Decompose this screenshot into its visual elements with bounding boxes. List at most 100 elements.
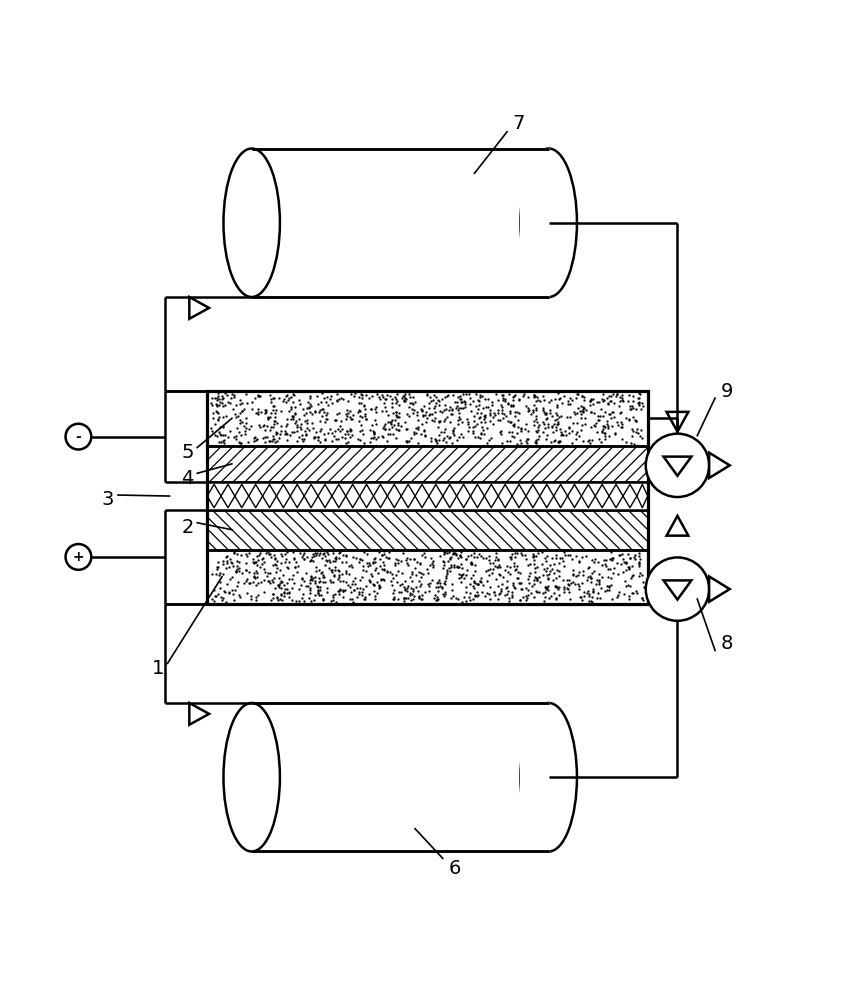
- Point: [257, 561, 271, 577]
- Point: [316, 591, 330, 607]
- Point: [208, 588, 222, 604]
- Point: [533, 428, 546, 444]
- Point: [610, 589, 624, 605]
- Point: [406, 591, 420, 607]
- Point: [631, 390, 645, 406]
- Point: [436, 586, 449, 602]
- Point: [540, 405, 553, 421]
- Point: [510, 436, 524, 452]
- Point: [584, 404, 598, 420]
- Point: [540, 411, 553, 427]
- Point: [621, 577, 635, 593]
- Point: [564, 409, 577, 425]
- Point: [359, 411, 373, 427]
- Point: [306, 553, 319, 569]
- Point: [610, 386, 624, 402]
- Point: [556, 427, 569, 443]
- Point: [207, 582, 221, 598]
- Point: [507, 558, 520, 574]
- Point: [623, 550, 636, 566]
- Point: [574, 406, 588, 422]
- Point: [360, 555, 373, 571]
- Point: [507, 389, 520, 405]
- Point: [293, 429, 306, 445]
- Point: [247, 430, 260, 446]
- Bar: [207, 510, 647, 550]
- Point: [615, 404, 628, 420]
- Point: [325, 425, 339, 441]
- Point: [258, 434, 271, 450]
- Point: [570, 424, 583, 440]
- Point: [417, 423, 431, 439]
- Point: [608, 395, 621, 411]
- Point: [220, 548, 234, 564]
- Point: [527, 556, 540, 572]
- Point: [415, 416, 428, 432]
- Point: [557, 579, 571, 595]
- Point: [545, 408, 559, 424]
- Point: [230, 561, 244, 577]
- Point: [498, 393, 512, 409]
- Point: [330, 392, 344, 408]
- Point: [254, 388, 267, 404]
- Point: [474, 405, 487, 421]
- Point: [518, 547, 532, 563]
- Point: [390, 393, 404, 409]
- Point: [377, 429, 390, 445]
- Point: [501, 573, 514, 589]
- Point: [454, 394, 468, 410]
- Point: [303, 396, 317, 412]
- Point: [384, 573, 398, 589]
- Point: [290, 423, 303, 439]
- Point: [492, 566, 506, 582]
- Point: [269, 424, 282, 440]
- Point: [431, 392, 444, 408]
- Point: [350, 550, 363, 566]
- Point: [304, 571, 318, 587]
- Point: [414, 569, 427, 585]
- Point: [314, 587, 328, 603]
- Point: [271, 577, 285, 593]
- Point: [263, 546, 277, 562]
- Point: [411, 404, 424, 420]
- Point: [339, 554, 352, 570]
- Point: [529, 548, 543, 564]
- Point: [309, 403, 322, 419]
- Point: [488, 558, 502, 574]
- Point: [272, 430, 286, 446]
- Point: [329, 594, 342, 610]
- Point: [298, 545, 311, 561]
- Point: [606, 404, 620, 420]
- Point: [288, 559, 302, 575]
- Point: [286, 592, 299, 608]
- Point: [260, 418, 274, 434]
- Point: [550, 590, 563, 606]
- Point: [381, 550, 395, 566]
- Point: [527, 417, 540, 433]
- Point: [552, 433, 566, 449]
- Point: [582, 432, 595, 448]
- Point: [389, 404, 403, 420]
- Point: [262, 433, 276, 449]
- Point: [340, 402, 353, 418]
- Point: [597, 552, 610, 568]
- Point: [217, 584, 231, 600]
- Point: [472, 393, 486, 409]
- Point: [414, 591, 427, 607]
- Point: [467, 545, 481, 561]
- Point: [491, 552, 505, 568]
- Point: [295, 577, 309, 593]
- Point: [314, 573, 327, 589]
- Point: [459, 567, 473, 583]
- Point: [576, 388, 589, 404]
- Point: [550, 570, 563, 586]
- Point: [547, 585, 561, 601]
- Point: [620, 562, 633, 578]
- Point: [598, 428, 611, 444]
- Point: [406, 581, 420, 597]
- Point: [318, 557, 331, 573]
- Point: [217, 553, 230, 569]
- Point: [477, 411, 491, 427]
- Point: [587, 581, 600, 597]
- Point: [550, 399, 564, 415]
